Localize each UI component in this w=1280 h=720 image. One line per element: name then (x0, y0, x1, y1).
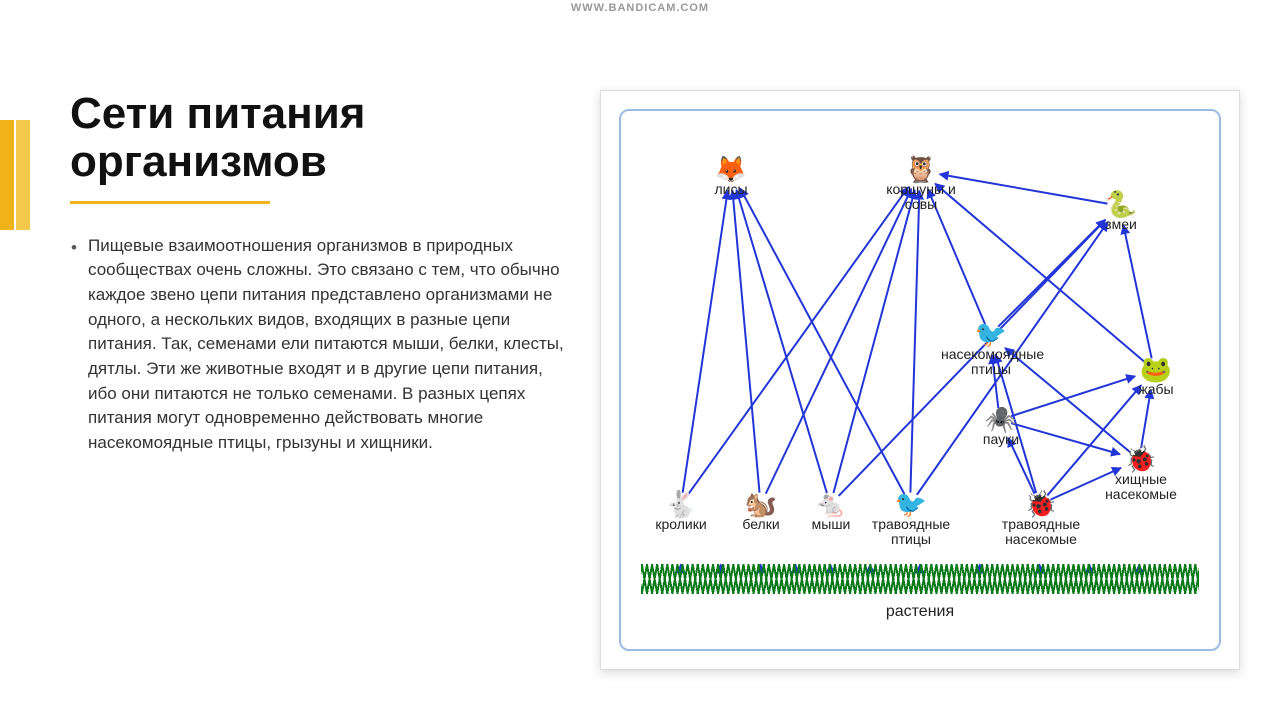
grass-label: растения (621, 603, 1219, 621)
slide: Сети питания организмов • Пищевые взаимо… (0, 30, 1280, 720)
node-icon-predins: 🐞 (1091, 446, 1191, 472)
bullet-dot: • (70, 236, 78, 456)
node-snake: 🐍змеи (1071, 191, 1171, 232)
node-icon-snake: 🐍 (1071, 191, 1171, 217)
left-column: Сети питания организмов • Пищевые взаимо… (70, 90, 570, 456)
node-icon-toad: 🐸 (1106, 356, 1206, 382)
node-toad: 🐸жабы (1106, 356, 1206, 397)
node-icon-owl: 🦉 (871, 156, 971, 182)
edge (998, 220, 1105, 327)
edge (910, 191, 919, 493)
accent-bars (0, 120, 30, 235)
node-label-hins: травоядные насекомые (991, 517, 1091, 548)
node-label-owl: коршуны и совы (871, 182, 971, 213)
node-icon-hins: 🐞 (991, 491, 1091, 517)
node-label-hbird: травоядные птицы (861, 517, 961, 548)
node-label-snake: змеи (1071, 217, 1171, 232)
node-predins: 🐞хищные насекомые (1091, 446, 1191, 503)
diagram-frame: 🦊лисы🦉коршуны и совы🐍змеи🐦насекомоядные … (619, 109, 1221, 651)
node-label-spider: пауки (951, 432, 1051, 447)
bullet-text: Пищевые взаимоотношения организмов в при… (88, 234, 570, 456)
node-hbird: 🐦травоядные птицы (861, 491, 961, 548)
node-fox: 🦊лисы (681, 156, 781, 197)
node-spider: 🕷️пауки (951, 406, 1051, 447)
node-label-predins: хищные насекомые (1091, 472, 1191, 503)
slide-body: • Пищевые взаимоотношения организмов в п… (70, 234, 570, 456)
title-line-1: Сети питания (70, 89, 365, 138)
node-icon-spider: 🕷️ (951, 406, 1051, 432)
node-icon-hbird: 🐦 (861, 491, 961, 517)
grass-strip (641, 564, 1199, 594)
edge (1123, 225, 1151, 358)
edge (732, 191, 759, 493)
slide-title: Сети питания организмов (70, 90, 570, 187)
edge (740, 188, 904, 494)
node-label-toad: жабы (1106, 382, 1206, 397)
edge (766, 189, 912, 494)
edge (736, 190, 827, 493)
node-ibird: 🐦насекомоядные птицы (941, 321, 1041, 378)
food-web-diagram: 🦊лисы🦉коршуны и совы🐍змеи🐦насекомоядные … (600, 90, 1240, 670)
bullet-item: • Пищевые взаимоотношения организмов в п… (70, 234, 570, 456)
node-owl: 🦉коршуны и совы (871, 156, 971, 213)
node-label-fox: лисы (681, 182, 781, 197)
title-underline (70, 201, 270, 204)
node-hins: 🐞травоядные насекомые (991, 491, 1091, 548)
title-line-2: организмов (70, 137, 327, 186)
edge (1141, 390, 1151, 448)
node-label-ibird: насекомоядные птицы (941, 347, 1041, 378)
node-icon-fox: 🦊 (681, 156, 781, 182)
accent-bar-1 (0, 120, 14, 230)
watermark: WWW.BANDICAM.COM (571, 2, 709, 14)
accent-bar-2 (16, 120, 30, 230)
node-icon-ibird: 🐦 (941, 321, 1041, 347)
